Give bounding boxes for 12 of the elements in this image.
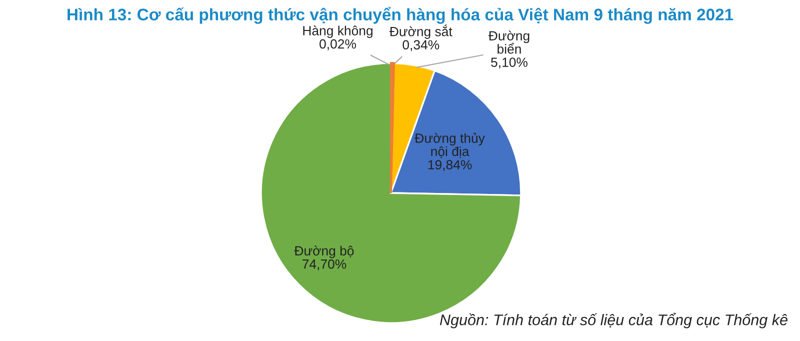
data-label: 5,10% xyxy=(491,58,528,69)
data-label: 19,84% xyxy=(428,160,472,171)
chart-title: Hình 13: Cơ cấu phương thức vận chuyển hàng hóa của Việt Nam 9 tháng năm 2021 xyxy=(68,6,734,24)
data-label: 0,34% xyxy=(402,40,440,52)
text: Nguồn: Tính toán từ số liệu của Tổng cục Thống kê xyxy=(440,312,788,328)
slice-label: Đường sắt xyxy=(389,24,452,39)
slice-label: Đường bộ xyxy=(294,246,354,258)
data-label: 74,70% xyxy=(302,259,346,270)
data-label: 0,02% xyxy=(320,39,356,50)
slice-label: Đường biển xyxy=(488,30,530,54)
slice-label: Đường thủy nội địa xyxy=(414,132,485,158)
slice-label: Hàng không xyxy=(303,26,372,38)
